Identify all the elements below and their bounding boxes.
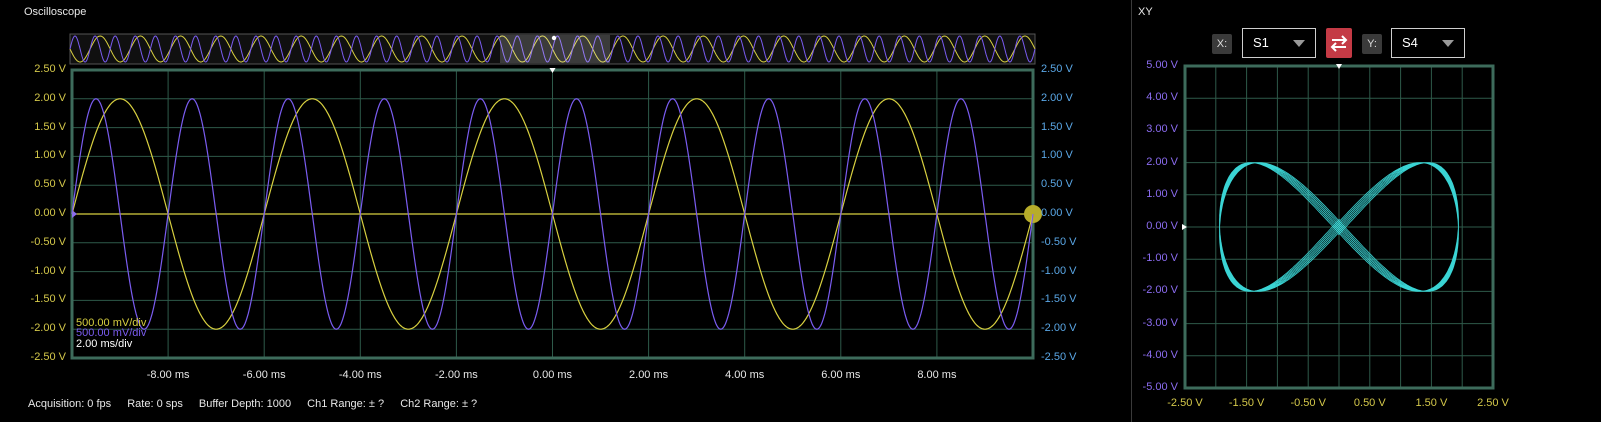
overview-trace-ch2 <box>69 35 1036 63</box>
xy-x-tick: 0.50 V <box>1353 397 1386 409</box>
xy-y-tick: 2.00 V <box>1146 155 1178 168</box>
ch2-offset-marker <box>72 210 77 218</box>
status-ch1-range: Ch1 Range: ± ? <box>307 398 385 410</box>
xy-y-tick: 3.00 V <box>1146 123 1178 136</box>
y-left-tick: 1.50 V <box>34 120 66 133</box>
xy-x-tick: 2.50 V <box>1477 397 1509 409</box>
xy-x-marker <box>1336 64 1342 69</box>
chevron-down-icon <box>1293 40 1305 47</box>
chevron-down-icon <box>1442 40 1454 47</box>
xy-y-tick: 0.00 V <box>1146 220 1178 232</box>
x-tick: 0.00 ms <box>532 369 573 381</box>
y-right-tick: -2.00 V <box>1041 322 1077 335</box>
xy-y-marker <box>1182 224 1187 230</box>
x-tick: -4.00 ms <box>338 369 382 381</box>
swap-arrows-icon <box>1330 35 1348 52</box>
xy-y-tick: -4.00 V <box>1142 348 1178 361</box>
ch2-div-label: 500.00 mV/div <box>76 327 147 339</box>
y-channel-value: S4 <box>1402 35 1418 50</box>
trace-ch2 <box>71 98 1034 330</box>
overview-trace-ch1 <box>69 35 1036 63</box>
y-right-tick: 2.00 V <box>1041 91 1073 104</box>
xy-y-tick: -3.00 V <box>1142 316 1178 329</box>
status-buffer: Buffer Depth: 1000 <box>198 398 292 410</box>
xy-x-tick: -0.50 V <box>1290 397 1326 409</box>
x-tick: -8.00 ms <box>146 369 190 381</box>
status-acquisition: Acquisition: 0 fps <box>28 398 112 410</box>
y-right-tick: 1.50 V <box>1041 120 1073 133</box>
time-div-label: 2.00 ms/div <box>76 338 133 350</box>
status-ch2-range: Ch2 Range: ± ? <box>400 398 478 410</box>
overview-window <box>500 35 610 63</box>
y-right-tick: 1.00 V <box>1041 149 1073 162</box>
x-channel-value: S1 <box>1253 35 1269 50</box>
scope-plot-frame <box>70 68 1035 360</box>
overview-trigger-dot <box>551 35 557 41</box>
x-channel-select[interactable]: S1 <box>1242 28 1316 58</box>
y-right-tick: -0.50 V <box>1041 235 1077 248</box>
xy-lissajous-trace <box>1219 162 1459 292</box>
x-tick: -6.00 ms <box>242 369 286 381</box>
xy-x-tick: -1.50 V <box>1228 397 1265 409</box>
y-right-tick: -2.50 V <box>1041 351 1077 363</box>
y-left-tick: -2.50 V <box>30 351 66 363</box>
xy-y-tick: 1.00 V <box>1146 187 1178 200</box>
y-right-tick: 0.00 V <box>1041 207 1073 219</box>
y-left-tick: -1.50 V <box>30 293 66 306</box>
ch1-div-label: 500.00 mV/div <box>76 317 147 329</box>
y-right-tick: -1.50 V <box>1041 293 1077 306</box>
y-right-tick: 2.50 V <box>1041 63 1073 75</box>
xy-y-tick: -5.00 V <box>1142 381 1178 393</box>
x-tick: 2.00 ms <box>629 369 669 381</box>
y-left-tick: 0.50 V <box>34 178 66 191</box>
xy-x-tick: -2.50 V <box>1167 397 1203 409</box>
overview-frame <box>69 33 1036 65</box>
trace-ch1 <box>71 98 1034 330</box>
xy-y-tick: 5.00 V <box>1146 59 1178 71</box>
x-tick: 6.00 ms <box>821 369 861 381</box>
xy-y-tick: -1.00 V <box>1142 252 1178 265</box>
xy-y-tick: -2.00 V <box>1142 284 1178 297</box>
ch1-offset-marker <box>1024 205 1042 223</box>
y-left-tick: 0.00 V <box>34 207 66 219</box>
panel-divider <box>1131 0 1132 422</box>
xy-plot-frame <box>1183 64 1495 390</box>
x-tick: 4.00 ms <box>725 369 765 381</box>
x-tick: -2.00 ms <box>434 369 478 381</box>
y-right-tick: -1.00 V <box>1041 264 1077 277</box>
y-left-tick: 2.00 V <box>34 91 66 104</box>
y-left-tick: -1.00 V <box>30 264 66 277</box>
xy-x-tick: 1.50 V <box>1415 397 1448 409</box>
y-right-tick: 0.50 V <box>1041 178 1073 191</box>
y-left-tick: 2.50 V <box>34 63 66 75</box>
x-tick: 8.00 ms <box>917 369 957 381</box>
y-channel-select[interactable]: S4 <box>1391 28 1465 58</box>
trigger-marker <box>549 68 556 73</box>
y-tag: Y: <box>1362 34 1382 54</box>
status-rate: Rate: 0 sps <box>127 398 183 410</box>
y-left-tick: 1.00 V <box>34 149 66 162</box>
x-tag: X: <box>1212 34 1232 54</box>
xy-title: XY <box>1138 6 1153 18</box>
y-left-tick: -0.50 V <box>30 235 66 248</box>
xy-y-tick: 4.00 V <box>1146 91 1178 104</box>
status-bar: Acquisition: 0 fps Rate: 0 sps Buffer De… <box>28 398 490 410</box>
swap-axes-button[interactable] <box>1326 28 1352 58</box>
y-left-tick: -2.00 V <box>30 322 66 335</box>
oscilloscope-title: Oscilloscope <box>24 6 87 18</box>
